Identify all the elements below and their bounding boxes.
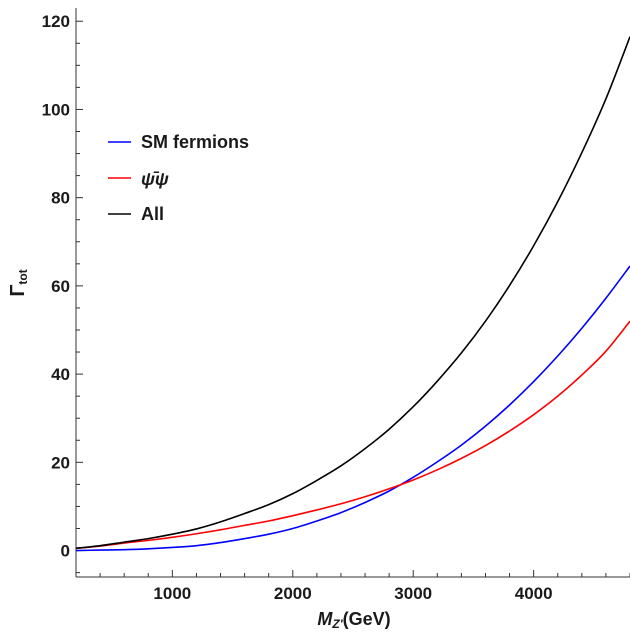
x-axis-label: MZ'(GeV) — [317, 609, 390, 631]
y-ticks: 0 20 40 60 80 100 120 — [42, 12, 83, 572]
legend-label-all: All — [141, 204, 164, 224]
y-tick-label: 40 — [51, 365, 70, 384]
x-ticks: 1000 2000 3000 4000 — [76, 570, 630, 603]
legend-label-sm-fermions: SM fermions — [141, 132, 249, 152]
y-tick-label: 0 — [61, 542, 70, 561]
legend-item-psibar-psi: ψ̄ψ — [108, 169, 169, 189]
x-tick-label: 4000 — [515, 584, 553, 603]
x-tick-label: 2000 — [274, 584, 312, 603]
series-all-line — [76, 37, 630, 549]
legend-item-all: All — [108, 204, 164, 224]
y-tick-label: 80 — [51, 189, 70, 208]
series-lines — [76, 37, 630, 551]
x-tick-label: 3000 — [394, 584, 432, 603]
series-psibar-psi-line — [76, 321, 630, 548]
y-tick-label: 60 — [51, 277, 70, 296]
legend: SM fermions ψ̄ψ All — [108, 132, 249, 224]
y-axis-label: Γtot — [7, 269, 30, 296]
x-tick-label: 1000 — [153, 584, 191, 603]
y-tick-label: 100 — [42, 100, 70, 119]
legend-item-sm-fermions: SM fermions — [108, 132, 249, 152]
y-tick-label: 20 — [51, 453, 70, 472]
legend-label-psibar-psi: ψ̄ψ — [141, 169, 169, 189]
plot-frame — [76, 8, 630, 577]
series-sm-fermions-line — [76, 266, 630, 551]
y-tick-label: 120 — [42, 12, 70, 31]
